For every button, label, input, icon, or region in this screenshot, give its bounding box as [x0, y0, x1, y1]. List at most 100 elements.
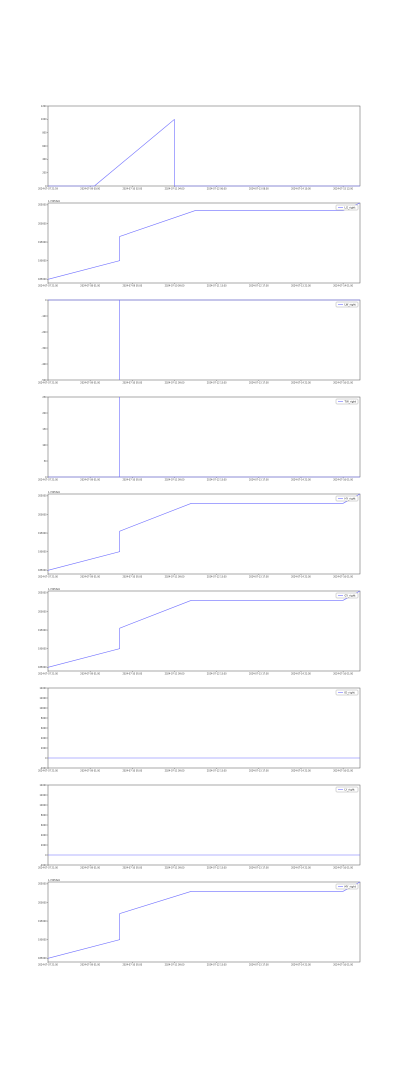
y-tick-label: 205000 — [38, 883, 47, 886]
y-tick-label: 800 — [42, 131, 47, 134]
y-tick-label: 1000 — [41, 118, 47, 121]
plot-frame — [47, 687, 361, 769]
x-tick-label: 2024-07-13 21:00 — [291, 285, 311, 288]
y-tick-label: 4000 — [41, 737, 47, 740]
y-tick-label: 0 — [45, 854, 47, 857]
x-tick-label: 2024-07-14 21:00 — [291, 479, 311, 482]
chart-panel-7: -2000 0 2000 4000 6000 8000 10000 12000 14000 202… — [0, 685, 400, 781]
y-tick-label: 185000 — [38, 278, 47, 281]
x-tick-label: 2024-07-09 01:00 — [80, 382, 100, 385]
y-tick-label: 14000 — [40, 784, 48, 787]
x-tick-label: 2024-07-12 13:00 — [207, 382, 227, 385]
y-tick-label: 195000 — [38, 629, 47, 632]
y-tick-label: 200000 — [38, 222, 47, 225]
legend-box — [335, 883, 359, 890]
chart-panel-4: 0 50 100 150 200 250 2024-07-07 21:00 2024-07-0… — [0, 394, 400, 490]
x-tick-label: 2024-07-15 12:00 — [333, 188, 353, 191]
chart-panel-1: 0 200 400 600 800 1000 1200 2024-07-07 21:59 202… — [0, 103, 400, 199]
x-tick-label: 2024-07-10 05:00 — [122, 867, 142, 870]
y-tick-label: 400 — [42, 158, 47, 161]
y-tick-label: 185000 — [38, 666, 47, 669]
y-tick-label: 200000 — [38, 610, 47, 613]
y-tick-label: 12000 — [40, 794, 48, 797]
series-line — [47, 202, 361, 280]
x-tick-label: 2024-07-14 21:00 — [291, 867, 311, 870]
plot-frame — [47, 493, 361, 575]
legend-label: GY_right — [345, 593, 356, 597]
x-tick-label: 2024-07-10 09:00 — [165, 285, 185, 288]
y-tick-label: 2000 — [41, 844, 47, 847]
y-tick-label: 10000 — [40, 707, 48, 710]
series-line — [48, 299, 120, 380]
x-tick-label: 2024-07-14 01:00 — [333, 285, 353, 288]
y-tick-label: -400 — [42, 363, 48, 366]
y-tick-label: 6000 — [41, 824, 47, 827]
y-tick-label: 200 — [42, 412, 47, 415]
y-tick-label: 195000 — [38, 241, 47, 244]
y-tick-label: 600 — [42, 145, 47, 148]
y-tick-label: -2000 — [40, 767, 47, 770]
plot-frame — [47, 784, 361, 866]
x-tick-label: 2024-07-12 13:00 — [207, 576, 227, 579]
x-tick-label: 2024-07-09 01:00 — [80, 673, 100, 676]
x-tick-label: 2024-07-14 21:00 — [291, 673, 311, 676]
x-tick-label: 2024-07-14 21:00 — [291, 964, 311, 967]
x-tick-label: 2024-07-13 17:00 — [249, 673, 269, 676]
legend-label: LG_right — [345, 205, 356, 209]
x-tick-label: 2024-07-16 01:00 — [333, 382, 353, 385]
plot-frame — [47, 299, 361, 381]
y-tick-label: 200000 — [38, 513, 47, 516]
x-tick-label: 2024-07-13 17:00 — [249, 770, 269, 773]
legend-label: LW_right — [345, 302, 356, 306]
chart-svg-6: 185000 190000 195000 200000 205000 2024-07-07… — [38, 588, 361, 676]
y-tick-label: 0 — [45, 757, 47, 760]
chart-panel-3: 0 -100 -200 -300 -400 -500 2024-07-07 21:00 202… — [0, 297, 400, 393]
series-line — [48, 397, 120, 478]
y-tick-label: 14000 — [40, 687, 48, 690]
x-tick-label: 2024-07-14 21:00 — [291, 576, 311, 579]
x-tick-label: 2024-07-13 17:00 — [249, 382, 269, 385]
x-tick-label: 2024-07-10 05:00 — [122, 382, 142, 385]
legend-label: LY_right — [345, 787, 355, 791]
x-tick-label: 2024-07-10 05:00 — [122, 770, 142, 773]
x-tick-label: 2024-07-07 21:59 — [38, 188, 58, 191]
y-tick-label: -500 — [42, 379, 48, 382]
x-tick-label: 2024-07-10 05:00 — [122, 576, 142, 579]
x-tick-label: 2024-07-08 01:00 — [80, 285, 100, 288]
chart-svg-9: 185000 190000 195000 200000 205000 2024-07-07… — [38, 879, 361, 967]
chart-svg-5: 185000 190000 195000 200000 205000 2024-07-07… — [38, 491, 361, 579]
y-tick-label: 200000 — [38, 901, 47, 904]
legend-box — [335, 592, 359, 599]
x-tick-label: 2024-07-07 21:00 — [38, 673, 58, 676]
x-tick-label: 2024-07-07 21:00 — [38, 382, 58, 385]
y-tick-label: 185000 — [38, 957, 47, 960]
legend-box — [335, 301, 359, 308]
x-tick-label: 2024-07-16 01:00 — [333, 479, 353, 482]
x-tick-label: 2024-07-11 09:00 — [165, 382, 185, 385]
y-tick-label: 0 — [45, 185, 47, 188]
x-tick-label: 2024-07-16 01:00 — [333, 673, 353, 676]
y-tick-label: 8000 — [41, 717, 47, 720]
y-tick-label: -300 — [42, 347, 48, 350]
x-tick-label: 2024-07-11 09:00 — [165, 479, 185, 482]
x-tick-label: 2024-07-07 21:00 — [38, 964, 58, 967]
x-tick-label: 2024-07-10 05:00 — [122, 479, 142, 482]
x-tick-label: 2024-07-07 21:00 — [38, 867, 58, 870]
y-tick-label: 6000 — [41, 727, 47, 730]
y-tick-label: 0 — [45, 476, 47, 479]
x-tick-label: 2024-07-09 01:00 — [80, 964, 100, 967]
x-tick-label: 2024-07-13 17:00 — [249, 479, 269, 482]
chart-panel-2: 185000 190000 195000 200000 205000 2024-07-07… — [0, 200, 400, 296]
y-tick-label: -200 — [42, 331, 48, 334]
x-tick-label: 2024-07-11 04:00 — [165, 188, 185, 191]
x-tick-label: 2024-07-09 01:00 — [80, 576, 100, 579]
y-tick-label: -2000 — [40, 864, 47, 867]
x-tick-label: 2024-07-07 21:00 — [38, 576, 58, 579]
chart-svg-2: 185000 190000 195000 200000 205000 2024-07-07… — [38, 200, 361, 288]
x-tick-label: 2024-07-14 10:00 — [291, 188, 311, 191]
chart-svg-4: 0 50 100 150 200 250 2024-07-07 21:00 2024-07-0… — [38, 396, 361, 482]
legend-label: TW_right — [345, 399, 357, 403]
legend-box — [335, 398, 359, 405]
y-tick-label: 8000 — [41, 814, 47, 817]
